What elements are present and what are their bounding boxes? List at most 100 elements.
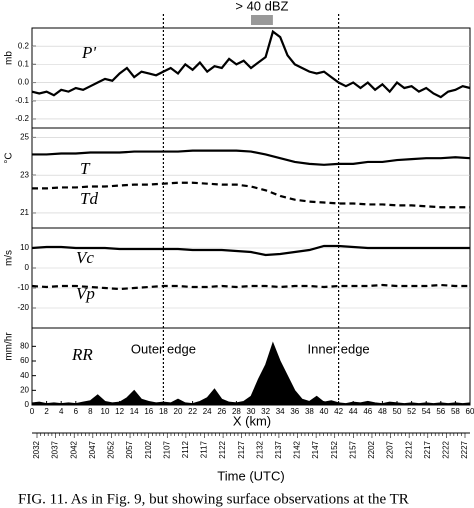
series-line [32,181,470,209]
dbz-label: > 40 dBZ [235,0,288,13]
x-tick-label: 58 [451,407,460,416]
time-tick-label: 2042 [69,440,78,458]
x-tick-label: 34 [276,407,285,416]
edge-label: Inner edge [308,341,370,356]
time-tick-label: 2202 [367,440,376,458]
x-tick-label: 56 [436,407,445,416]
y-tick-label: 60 [20,356,29,365]
series-label: RR [71,345,93,364]
x-tick-label: 8 [88,407,93,416]
x-tick-label: 4 [59,407,64,416]
time-tick-label: 2057 [125,440,134,458]
y-axis-title: °C [4,152,15,163]
time-tick-label: 2147 [311,440,320,458]
y-tick-label: 0.1 [18,59,30,68]
time-tick-label: 2122 [218,440,227,458]
y-tick-label: 80 [20,341,29,350]
y-tick-label: 20 [20,385,29,394]
time-tick-label: 2047 [88,440,97,458]
x-tick-label: 40 [320,407,329,416]
x-tick-label: 60 [466,407,474,416]
time-tick-label: 2132 [255,440,264,458]
series-line [31,29,471,99]
y-tick-label: -0.2 [15,114,29,123]
caption: FIG. 11. As in Fig. 9, but showing surfa… [18,491,409,507]
series-label: Vc [76,248,94,267]
x-tick-label: 10 [101,407,110,416]
y-tick-label: 40 [20,371,29,380]
time-axis-title: Time (UTC) [217,468,284,483]
x-tick-label: 32 [261,407,270,416]
series-line [31,244,470,257]
x-tick-label: 12 [115,407,124,416]
x-tick-label: 48 [378,407,387,416]
x-tick-label: 18 [159,407,168,416]
time-tick-label: 2107 [162,440,171,458]
time-tick-label: 2207 [386,440,395,458]
x-tick-label: 36 [290,407,299,416]
y-tick-label: 0.0 [18,78,30,87]
time-tick-label: 2157 [348,440,357,458]
dbz-bar [251,15,273,25]
x-tick-label: 28 [232,407,241,416]
x-tick-label: 14 [130,407,139,416]
time-tick-label: 2102 [144,440,153,458]
time-tick-label: 2227 [460,440,469,458]
time-tick-label: 2117 [200,440,209,458]
y-tick-label: -20 [17,303,29,312]
x-tick-label: 6 [74,407,79,416]
x-tick-label: 16 [144,407,153,416]
series-label: Vp [76,284,95,303]
y-tick-label: 0 [25,400,30,409]
time-tick-label: 2037 [51,440,60,458]
y-tick-label: 21 [20,208,29,217]
panel-frame [31,327,471,406]
x-axis-title: X (km) [233,413,271,428]
x-tick-label: 0 [30,407,35,416]
series-label: T [80,159,91,178]
time-tick-label: 2212 [404,440,413,458]
y-tick-label: 25 [20,133,29,142]
series-line [31,283,470,291]
time-tick-label: 2127 [237,440,246,458]
y-tick-label: 0.2 [18,41,30,50]
y-axis-title: mb [4,51,15,65]
series-label: Td [80,189,98,208]
y-tick-label: -10 [17,283,29,292]
time-tick-label: 2052 [107,440,116,458]
edge-label: Outer edge [131,341,196,356]
time-tick-label: 2152 [330,440,339,458]
x-tick-label: 20 [174,407,183,416]
x-tick-label: 50 [393,407,402,416]
y-tick-label: 10 [20,243,29,252]
time-tick-label: 2217 [423,440,432,458]
y-axis-title: m/s [4,250,15,266]
x-tick-label: 54 [422,407,431,416]
x-tick-label: 24 [203,407,212,416]
time-tick-label: 2112 [181,440,190,458]
time-tick-label: 2137 [274,440,283,458]
x-tick-label: 30 [247,407,256,416]
x-tick-label: 26 [217,407,226,416]
rain-area [31,341,471,406]
x-tick-label: 42 [334,407,343,416]
y-tick-label: 23 [20,170,29,179]
series-label: P' [81,43,96,62]
y-tick-label: -0.1 [15,96,29,105]
panel-frame [31,227,471,329]
time-tick-label: 2222 [442,440,451,458]
x-tick-label: 52 [407,407,416,416]
x-tick-label: 38 [305,407,314,416]
series-line [32,149,471,166]
x-tick-label: 2 [44,407,49,416]
y-tick-label: 0 [25,263,30,272]
x-tick-label: 22 [188,407,197,416]
x-tick-label: 44 [349,407,358,416]
time-tick-label: 2142 [293,440,302,458]
time-tick-label: 2032 [32,440,41,458]
y-axis-title: mm/hr [4,332,15,361]
panel-frame [31,27,471,129]
x-tick-label: 46 [363,407,372,416]
